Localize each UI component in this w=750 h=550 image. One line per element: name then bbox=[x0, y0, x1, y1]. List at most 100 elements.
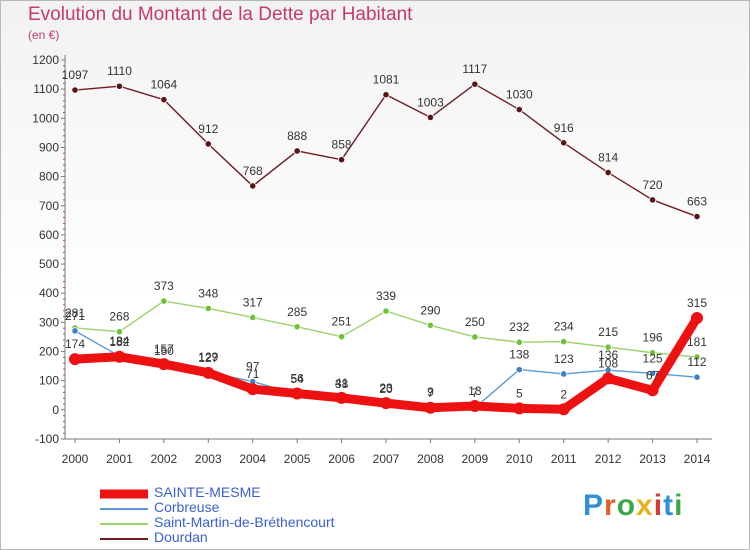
data-label: 41 bbox=[335, 376, 349, 390]
data-point bbox=[115, 328, 124, 336]
data-point bbox=[335, 391, 348, 404]
data-label: 768 bbox=[243, 164, 263, 178]
data-point bbox=[468, 400, 481, 413]
data-point bbox=[380, 397, 392, 410]
data-label: 7 bbox=[427, 386, 434, 400]
data-label: 290 bbox=[420, 303, 440, 317]
data-label: 1030 bbox=[506, 88, 533, 102]
x-tick-label: 2004 bbox=[239, 452, 266, 466]
y-tick-label: 200 bbox=[39, 345, 59, 359]
legend-label-dourdan: Dourdan bbox=[154, 529, 208, 545]
logo-letter: P bbox=[583, 489, 605, 522]
data-label: 250 bbox=[465, 315, 485, 329]
data-point bbox=[382, 307, 390, 315]
data-point bbox=[291, 387, 304, 400]
x-tick-label: 2007 bbox=[373, 452, 400, 466]
data-label: 150 bbox=[154, 344, 174, 358]
x-tick-label: 2003 bbox=[195, 452, 222, 466]
data-point bbox=[693, 353, 701, 361]
legend-swatch-saint-martin bbox=[100, 522, 148, 525]
y-tick-label: 100 bbox=[39, 374, 59, 388]
y-tick-label: 0 bbox=[52, 403, 59, 417]
y-tick-label: 600 bbox=[39, 228, 59, 242]
data-label: 215 bbox=[598, 325, 618, 339]
data-point bbox=[337, 156, 346, 164]
data-point bbox=[160, 96, 168, 104]
data-label: 234 bbox=[554, 320, 574, 334]
data-point bbox=[693, 373, 701, 381]
data-point bbox=[115, 82, 124, 90]
y-tick-label: -100 bbox=[35, 432, 59, 446]
data-label: 339 bbox=[376, 289, 396, 303]
data-point bbox=[69, 353, 81, 366]
data-label: 182 bbox=[109, 335, 129, 349]
data-label: 268 bbox=[109, 310, 129, 324]
data-label: 7 bbox=[472, 386, 479, 400]
data-point bbox=[560, 370, 568, 378]
data-point bbox=[648, 349, 657, 357]
data-label: 67 bbox=[646, 368, 660, 382]
data-point bbox=[204, 140, 212, 148]
data-label: 184 bbox=[109, 334, 129, 348]
data-label: 9 bbox=[427, 385, 434, 399]
data-point bbox=[471, 333, 479, 341]
data-label: 13 bbox=[468, 384, 482, 398]
data-label: 129 bbox=[198, 350, 218, 364]
x-tick-label: 2010 bbox=[506, 452, 533, 466]
data-label: 97 bbox=[246, 360, 260, 374]
data-point bbox=[646, 384, 659, 397]
data-label: 127 bbox=[198, 351, 218, 365]
x-tick-label: 2009 bbox=[462, 452, 489, 466]
data-label: 373 bbox=[154, 279, 174, 293]
data-label: 1097 bbox=[62, 68, 89, 82]
data-point bbox=[71, 86, 79, 94]
data-label: 174 bbox=[65, 337, 85, 351]
x-tick-label: 2000 bbox=[62, 452, 89, 466]
data-point bbox=[426, 113, 435, 122]
logo-letter: o bbox=[616, 489, 637, 522]
data-label: 157 bbox=[154, 342, 174, 356]
data-label: 916 bbox=[554, 121, 574, 135]
data-label: 54 bbox=[290, 372, 304, 386]
data-label: 125 bbox=[643, 351, 663, 365]
x-tick-label: 2005 bbox=[284, 452, 311, 466]
data-label: 348 bbox=[198, 286, 218, 300]
data-point bbox=[113, 350, 126, 363]
data-point bbox=[249, 182, 257, 190]
data-point bbox=[249, 313, 257, 322]
x-tick-label: 2012 bbox=[595, 452, 622, 466]
legend-label-sainte-mesme: SAINTE-MESME bbox=[154, 484, 261, 500]
data-label: 56 bbox=[290, 372, 304, 386]
data-point bbox=[604, 168, 612, 177]
data-label: 281 bbox=[65, 306, 85, 320]
logo-letter: r bbox=[604, 489, 617, 522]
y-tick-label: 800 bbox=[39, 170, 59, 184]
data-label: 38 bbox=[335, 377, 349, 391]
x-tick-label: 2006 bbox=[328, 452, 355, 466]
data-label: 123 bbox=[554, 352, 574, 366]
data-label: 1003 bbox=[417, 95, 444, 109]
data-label: 663 bbox=[687, 195, 707, 209]
data-point bbox=[204, 304, 212, 312]
y-tick-label: 700 bbox=[39, 199, 59, 213]
data-label: 5 bbox=[516, 386, 523, 400]
x-tick-label: 2011 bbox=[551, 452, 577, 466]
data-label: 251 bbox=[332, 315, 352, 329]
data-label: 888 bbox=[287, 129, 307, 143]
legend-swatch-dourdan bbox=[100, 537, 148, 540]
data-point bbox=[160, 297, 168, 305]
data-point bbox=[560, 338, 568, 346]
data-point bbox=[426, 321, 435, 329]
x-tick-label: 2008 bbox=[417, 452, 444, 466]
y-tick-label: 300 bbox=[39, 315, 59, 329]
legend-label-saint-martin: Saint-Martin-de-Bréthencourt bbox=[154, 514, 335, 530]
data-point bbox=[293, 323, 301, 331]
y-tick-label: 1100 bbox=[33, 82, 59, 96]
data-point bbox=[515, 366, 523, 374]
x-tick-label: 2002 bbox=[151, 452, 178, 466]
data-label: 181 bbox=[687, 335, 707, 349]
data-label: 1064 bbox=[151, 78, 178, 92]
data-label: 814 bbox=[598, 151, 618, 165]
